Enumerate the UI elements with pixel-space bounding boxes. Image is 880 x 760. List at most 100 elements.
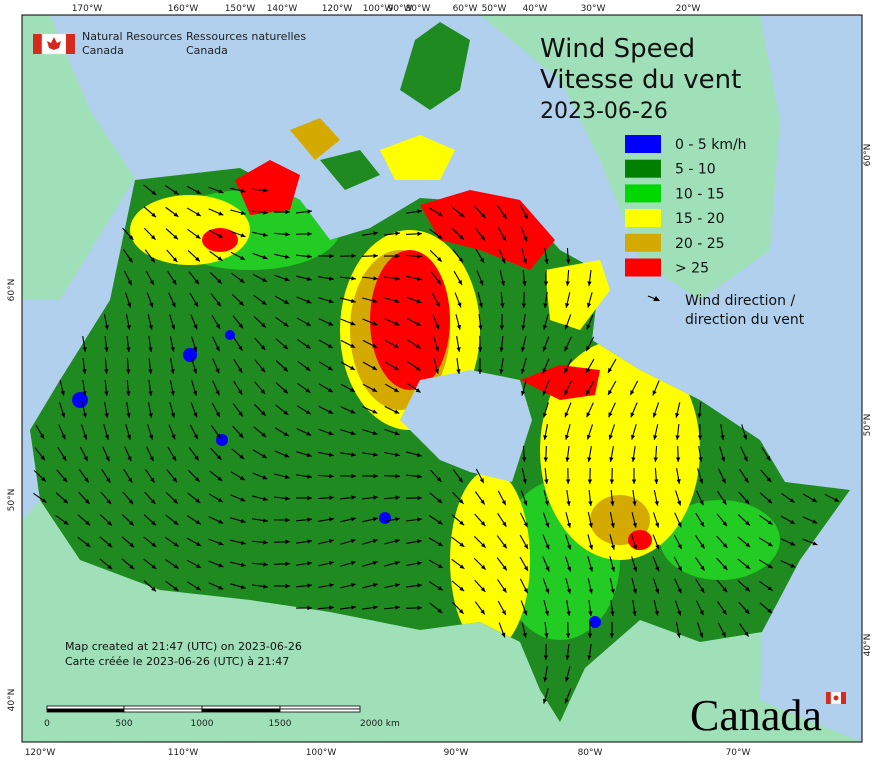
wind-arrow bbox=[653, 512, 660, 528]
wind-arrow bbox=[34, 447, 46, 461]
wind-arrow bbox=[520, 226, 528, 242]
arrow-head bbox=[480, 609, 485, 615]
wind-arrow bbox=[189, 424, 199, 440]
wind-arrow bbox=[187, 250, 201, 262]
arrow-head bbox=[416, 299, 422, 304]
wind-arrow bbox=[362, 231, 378, 236]
wind-arrow bbox=[296, 275, 312, 281]
wind-arrow bbox=[565, 643, 570, 661]
arrow-head bbox=[372, 343, 378, 348]
scale-label: 1000 bbox=[191, 719, 214, 729]
arrow-head bbox=[350, 343, 356, 348]
wind-arrow bbox=[104, 357, 109, 375]
wind-arrow bbox=[520, 512, 528, 528]
arrow-head bbox=[193, 301, 199, 307]
scale-segment bbox=[123, 708, 203, 713]
arrow-head bbox=[126, 413, 131, 418]
wind-arrow bbox=[79, 446, 89, 462]
wind-arrow bbox=[230, 494, 246, 502]
arrow-head bbox=[283, 366, 288, 372]
arrow-head bbox=[327, 387, 333, 393]
wind-arrow bbox=[720, 424, 725, 440]
arrow-head bbox=[700, 543, 705, 549]
lon-label: 20°W bbox=[676, 4, 701, 14]
wind-arrow bbox=[55, 514, 69, 526]
arrow-head bbox=[148, 369, 153, 374]
wind-arrow bbox=[33, 470, 47, 482]
wind-arrow bbox=[296, 474, 312, 479]
lon-label: 50°W bbox=[482, 4, 507, 14]
wind-arrow bbox=[406, 339, 422, 349]
arrow-head bbox=[107, 520, 112, 526]
wind-arrow bbox=[477, 335, 483, 353]
arrow-head bbox=[675, 412, 680, 418]
arrow-head bbox=[565, 655, 570, 660]
wind-arrow bbox=[473, 535, 487, 549]
arrow-head bbox=[83, 456, 88, 462]
arrow-head bbox=[565, 633, 571, 638]
arrow-head bbox=[240, 255, 246, 260]
arrow-head bbox=[126, 347, 131, 352]
arrow-head bbox=[566, 611, 571, 616]
wind-arrow bbox=[296, 405, 312, 415]
arrow-head bbox=[437, 498, 443, 504]
wind-arrow bbox=[99, 536, 113, 548]
arrow-head bbox=[284, 299, 290, 304]
wind-arrow bbox=[406, 561, 422, 567]
arrow-head bbox=[610, 544, 616, 550]
wind-arrow bbox=[695, 535, 705, 549]
wind-arrow bbox=[697, 468, 704, 484]
wind-arrow bbox=[543, 490, 549, 506]
wind-arrow bbox=[384, 276, 400, 281]
arrow-head bbox=[565, 281, 570, 286]
arrow-head bbox=[218, 211, 224, 216]
wind-arrow bbox=[103, 314, 109, 330]
wind-arrow bbox=[210, 447, 222, 461]
arrow-head bbox=[307, 583, 312, 588]
wind-arrow bbox=[455, 314, 461, 330]
arrow-head bbox=[478, 302, 483, 308]
scale-segment bbox=[201, 705, 281, 710]
wind-arrow bbox=[520, 358, 527, 374]
arrow-head bbox=[83, 434, 88, 440]
arrow-head bbox=[260, 389, 266, 395]
arrow-head bbox=[501, 610, 506, 616]
wind-arrow bbox=[295, 231, 313, 237]
hudson-bay bbox=[400, 370, 532, 482]
wind-arrow bbox=[674, 512, 682, 528]
arrow-head bbox=[218, 233, 224, 238]
wind-arrows bbox=[33, 184, 840, 704]
arrow-head bbox=[351, 605, 356, 610]
wind-arrow bbox=[585, 358, 595, 374]
arrow-head bbox=[262, 496, 268, 501]
arrow-head bbox=[104, 324, 109, 330]
wind-arrow bbox=[407, 360, 421, 372]
arrow-head bbox=[284, 254, 290, 259]
arrow-head bbox=[523, 543, 528, 549]
wind-arrow bbox=[317, 605, 335, 610]
arrow-head bbox=[722, 609, 727, 615]
arrow-head bbox=[434, 346, 440, 352]
legend-swatch bbox=[625, 159, 661, 178]
wind-arrow bbox=[406, 539, 422, 544]
wind-arrow bbox=[186, 207, 202, 217]
arrow-head bbox=[542, 698, 548, 704]
arrow-head bbox=[306, 299, 312, 304]
arrow-head bbox=[106, 499, 112, 505]
arrow-head bbox=[543, 303, 548, 308]
arrow-head bbox=[260, 367, 266, 373]
arrow-head bbox=[721, 632, 726, 638]
wind-arrow bbox=[273, 517, 291, 523]
arrow-head bbox=[394, 431, 400, 436]
arrow-head bbox=[479, 257, 485, 263]
arrow-head bbox=[790, 519, 796, 524]
wind-arrow bbox=[230, 471, 246, 481]
wind-arrow bbox=[295, 605, 313, 611]
wind-arrow bbox=[543, 445, 549, 463]
wind-arrow bbox=[254, 337, 266, 351]
wind-arrow bbox=[208, 582, 224, 590]
wind-arrow bbox=[189, 292, 199, 308]
arrow-head bbox=[351, 473, 356, 479]
wind-arrow bbox=[231, 448, 245, 460]
arrow-head bbox=[722, 565, 728, 570]
